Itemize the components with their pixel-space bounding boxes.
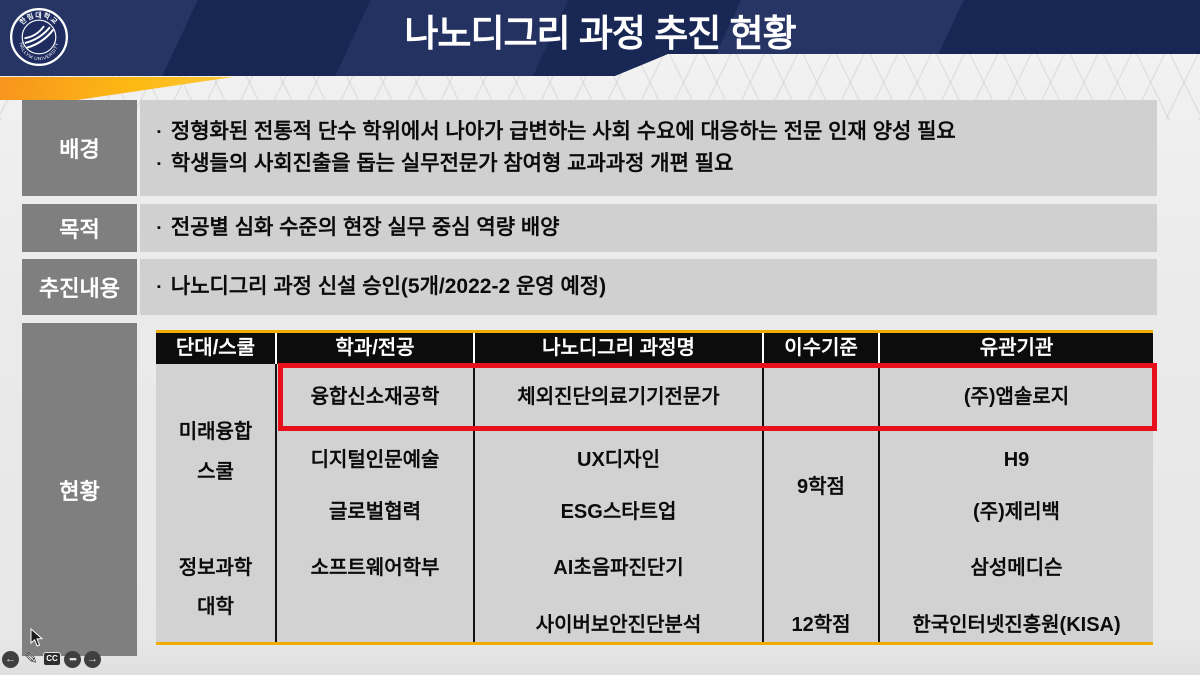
university-logo-icon: 한림대학교 HALLYM UNIVERSITY [10, 8, 68, 66]
table-cell-department: 디지털인문예술 [310, 449, 440, 471]
bullet-icon: ▪ [157, 222, 161, 234]
header-separator [473, 333, 475, 364]
bullet-line: ▪ 전공별 심화 수준의 현장 실무 중심 역량 배양 [157, 214, 1157, 242]
header-separator [762, 333, 764, 364]
table-header-row [156, 333, 1153, 364]
column-divider [473, 364, 475, 642]
table-cell-partner: 한국인터넷진흥원(KISA) [912, 614, 1121, 636]
section-content-plan: ▪ 나노디그리 과정 신설 승인(5개/2022-2 운영 예정) [140, 259, 1157, 315]
table-cell-course: 사이버보안진단분석 [535, 614, 702, 636]
table-cell-college: 미래융합 [178, 421, 253, 443]
bullet-text: 전공별 심화 수준의 현장 실무 중심 역량 배양 [170, 216, 560, 239]
bullet-text: 정형화된 전통적 단수 학위에서 나아가 급변하는 사회 수요에 대응하는 전문… [170, 120, 956, 143]
bullet-icon: ▪ [157, 281, 161, 293]
section-label-purpose: 목적 [22, 204, 137, 252]
section-content-purpose: ▪ 전공별 심화 수준의 현장 실무 중심 역량 배양 [140, 204, 1157, 252]
slide-title: 나노디그리 과정 추진 현황 [404, 13, 796, 54]
bullet-line: ▪ 학생들의 사회진출을 돕는 실무전문가 참여형 교과과정 개편 필요 [157, 150, 1157, 178]
table-body [156, 364, 1153, 642]
more-options-button[interactable]: ••• [64, 650, 81, 668]
column-divider [878, 364, 880, 642]
table-cell-partner: H9 [1003, 449, 1030, 471]
table-cell-course: AI초음파진단기 [553, 557, 684, 579]
bullet-icon: ▪ [157, 126, 161, 138]
table-cell-credit: 9학점 [797, 476, 845, 498]
column-divider [275, 364, 277, 642]
next-slide-button[interactable]: → [84, 650, 101, 668]
table-cell-college: 대학 [197, 596, 234, 618]
highlight-red-box [278, 363, 1157, 431]
bullet-line: ▪ 정형화된 전통적 단수 학위에서 나아가 급변하는 사회 수요에 대응하는 … [157, 118, 1157, 146]
slideshow-controls: ← ✎ CC ••• → [2, 650, 101, 668]
table-cell-department: 융합신소재공학 [310, 386, 440, 408]
table-bottom-border [156, 642, 1153, 645]
table-top-border [156, 330, 1153, 333]
section-label-status: 현황 [22, 323, 137, 656]
table-cell-partner: 삼성메디슨 [970, 557, 1063, 579]
table-cell-partner: (주)제리백 [973, 501, 1060, 523]
bullet-line: ▪ 나노디그리 과정 신설 승인(5개/2022-2 운영 예정) [157, 273, 1157, 301]
status-table: 단대/스쿨 학과/전공 나노디그리 과정명 이수기준 유관기관 미래융합 스쿨 … [156, 330, 1157, 645]
table-cell-course: 체외진단의료기기전문가 [517, 386, 720, 408]
bullet-text: 학생들의 사회진출을 돕는 실무전문가 참여형 교과과정 개편 필요 [170, 152, 734, 175]
section-label-plan: 추진내용 [22, 259, 137, 315]
section-label-background: 배경 [22, 100, 137, 196]
column-header: 단대/스쿨 [175, 337, 256, 359]
table-cell-course: UX디자인 [577, 449, 660, 471]
header-separator [275, 333, 277, 364]
column-header: 이수기준 [784, 337, 858, 359]
table-cell-department: 글로벌협력 [329, 501, 421, 523]
table-cell-college: 스쿨 [197, 461, 234, 483]
header-separator [878, 333, 880, 364]
table-cell-department: 소프트웨어학부 [310, 557, 440, 579]
mouse-cursor-icon [30, 627, 44, 653]
captions-button[interactable]: CC [43, 652, 61, 666]
section-content-background: ▪ 정형화된 전통적 단수 학위에서 나아가 급변하는 사회 수요에 대응하는 … [140, 100, 1157, 196]
table-cell-college: 정보과학 [178, 557, 253, 579]
previous-slide-button[interactable]: ← [2, 650, 19, 668]
column-header: 유관기관 [979, 337, 1054, 359]
table-cell-partner: (주)앱솔로지 [963, 386, 1070, 408]
column-divider [762, 364, 764, 642]
bullet-icon: ▪ [157, 158, 161, 170]
slide-header: 나노디그리 과정 추진 현황 [0, 0, 1200, 76]
column-header: 학과/전공 [335, 337, 415, 359]
bullet-text: 나노디그리 과정 신설 승인(5개/2022-2 운영 예정) [170, 275, 607, 298]
table-cell-course: ESG스타트업 [560, 501, 677, 523]
pen-tool-icon[interactable]: ✎ [23, 649, 39, 668]
column-header: 나노디그리 과정명 [542, 337, 695, 359]
table-cell-credit: 12학점 [791, 614, 851, 636]
